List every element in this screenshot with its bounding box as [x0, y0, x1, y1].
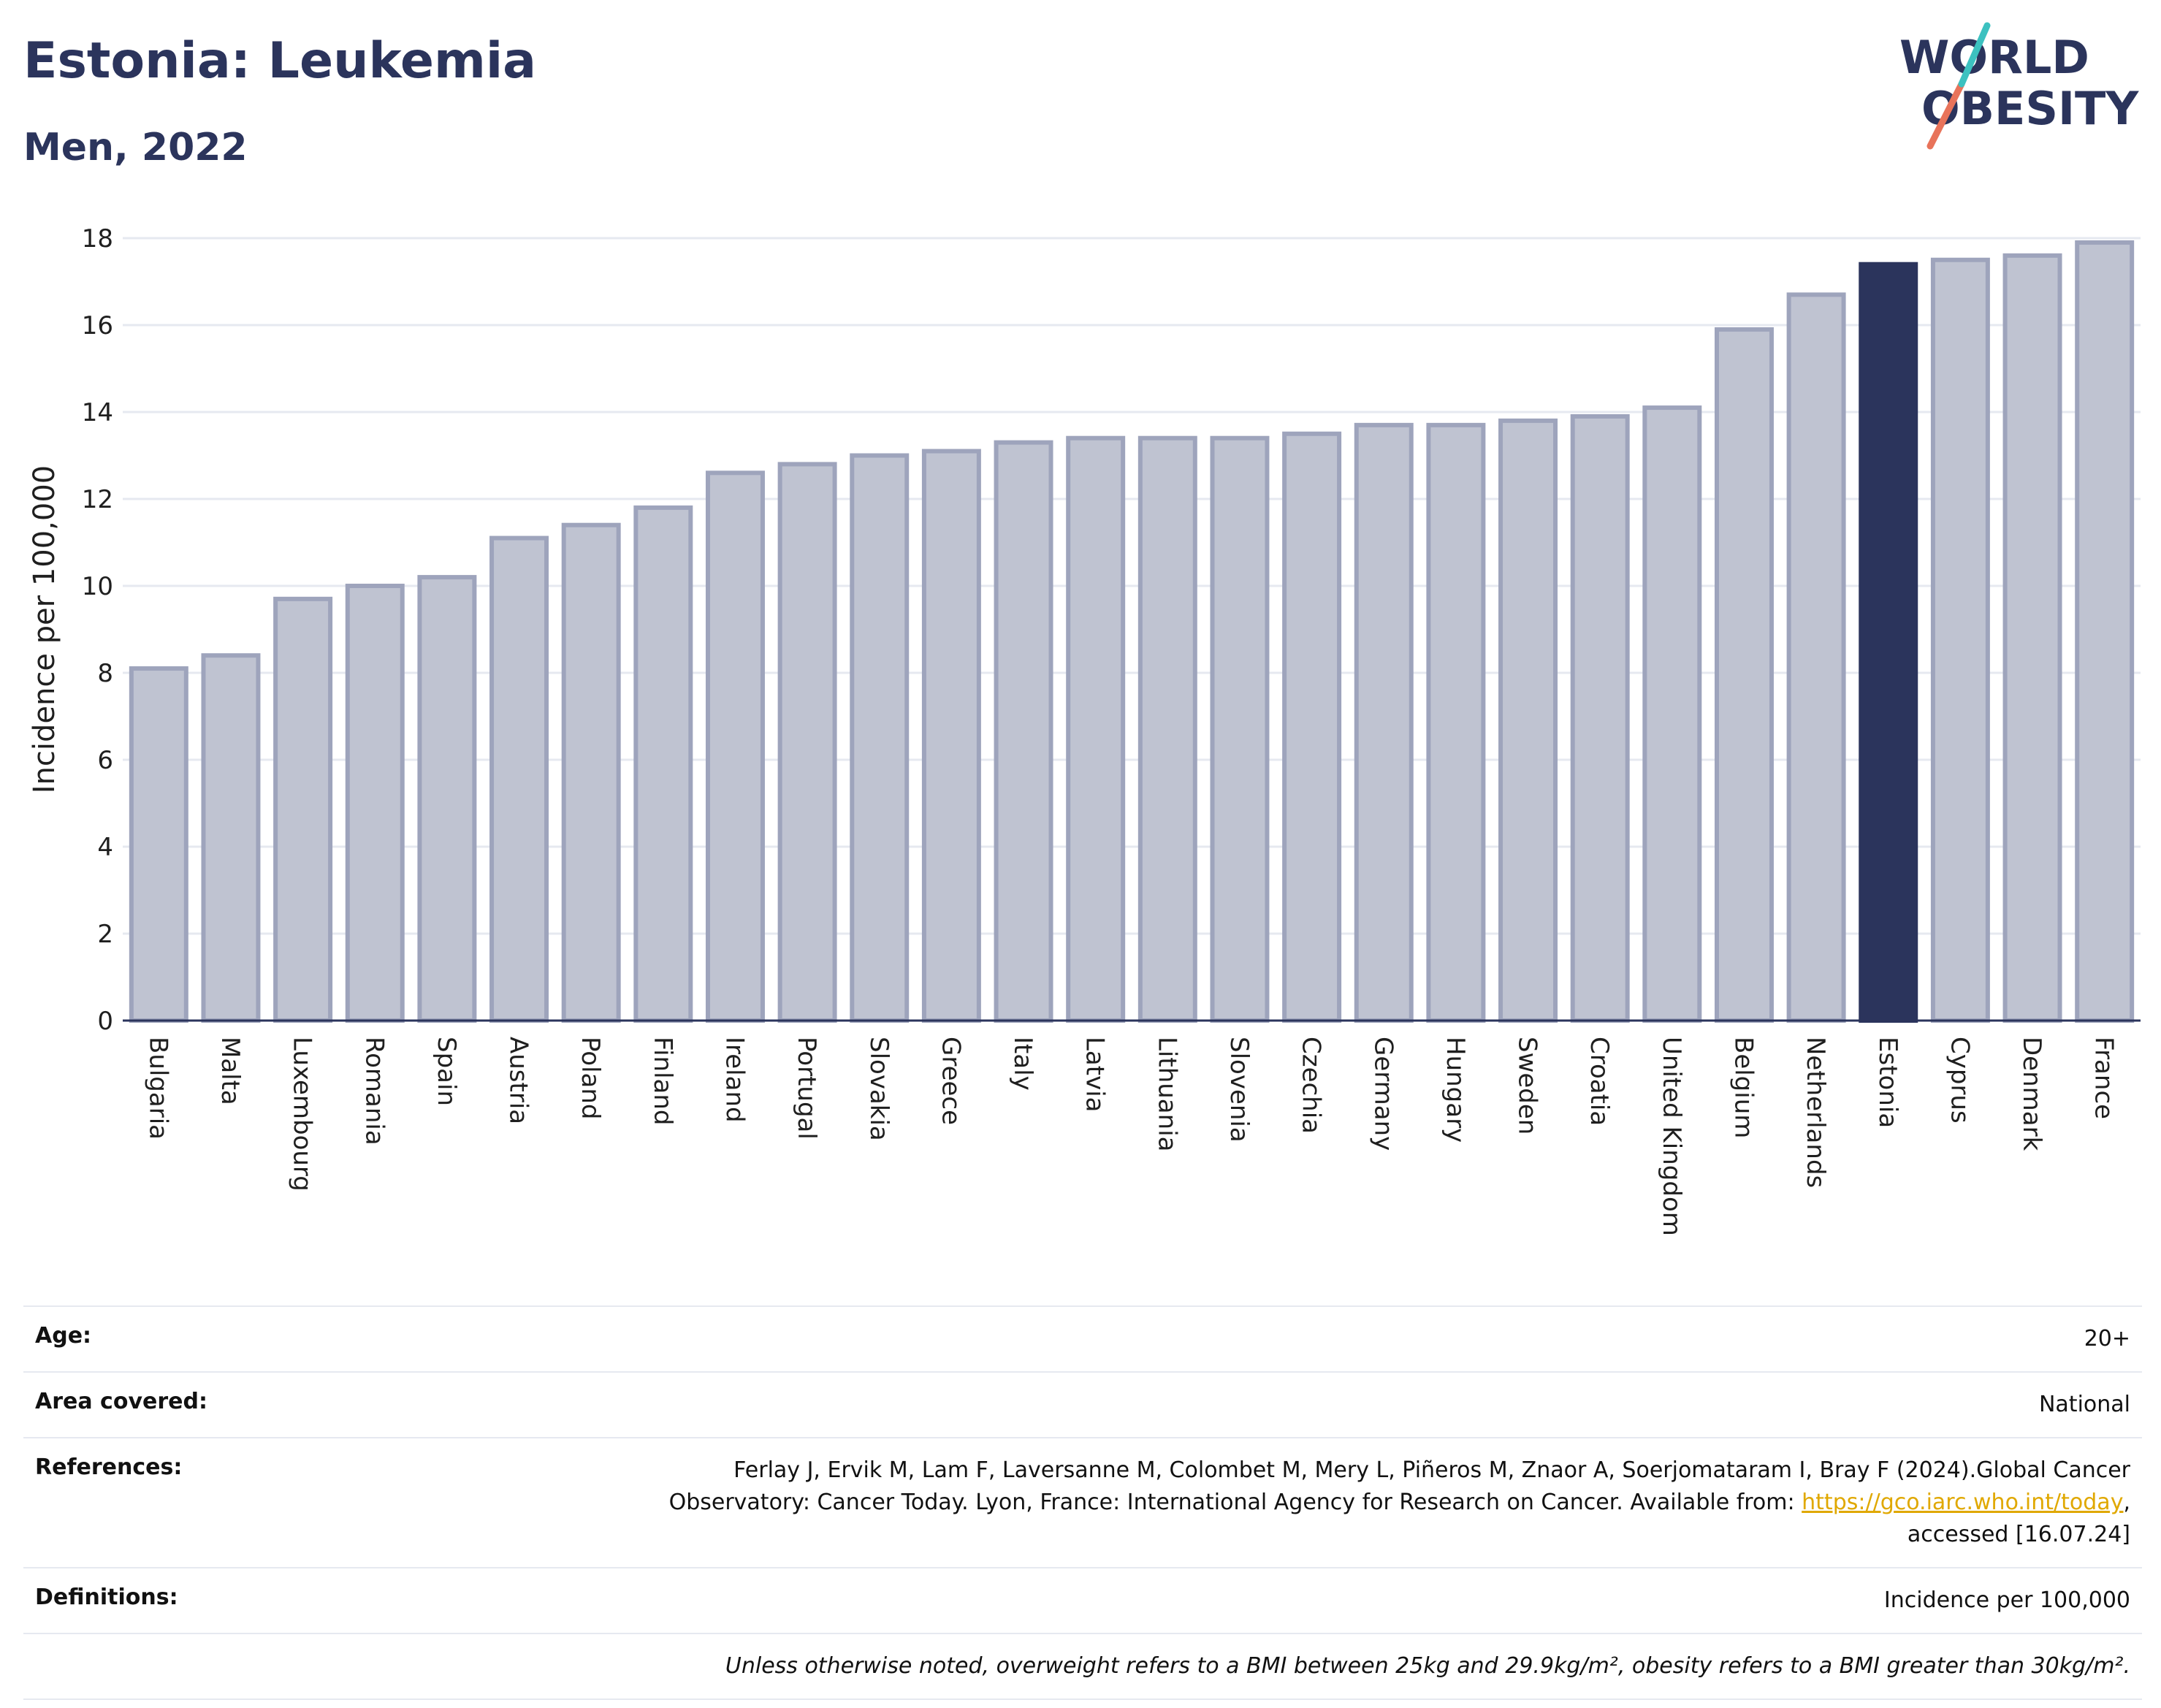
bar-poland — [561, 522, 621, 1023]
y-tick-label: 16 — [82, 311, 113, 340]
x-tick-label: United Kingdom — [1657, 1037, 1686, 1236]
x-tick-label: Hungary — [1441, 1037, 1470, 1143]
x-tick-label: Denmark — [2017, 1037, 2046, 1151]
y-tick-label: 14 — [82, 398, 113, 427]
bar-luxembourg — [273, 596, 333, 1023]
y-tick-label: 0 — [97, 1007, 113, 1036]
bar-hungary — [1426, 422, 1486, 1023]
y-axis-ticks: 0 2 4 6 8 10 12 14 16 18 — [82, 224, 113, 1036]
references-text-1: Ferlay J, Ervik M, Lam F, Laversanne M, … — [733, 1457, 2130, 1483]
x-tick-label: Austria — [504, 1037, 533, 1124]
x-tick-label: Slovenia — [1224, 1037, 1254, 1143]
bar-italy — [994, 440, 1053, 1023]
area-value: National — [2038, 1392, 2130, 1417]
bar-chart: 0 2 4 6 8 10 12 14 16 18 Bulgaria Malta Luxembourg R… — [28, 224, 2141, 1236]
bmi-note: Unless otherwise noted, overweight refer… — [725, 1653, 2130, 1679]
bar-latvia — [1066, 435, 1126, 1023]
bar-austria — [489, 535, 549, 1023]
x-tick-label: Cyprus — [1945, 1037, 1974, 1124]
bar-estonia — [1859, 262, 1918, 1023]
x-tick-label: Bulgaria — [143, 1037, 172, 1140]
bar-united-kingdom — [1642, 405, 1702, 1023]
references-label: References: — [35, 1455, 183, 1480]
bar-malta — [201, 653, 261, 1023]
logo-slash-teal — [1958, 22, 1991, 88]
y-tick-label: 12 — [82, 485, 113, 514]
bar-croatia — [1570, 413, 1630, 1023]
x-tick-label: Italy — [1008, 1037, 1037, 1091]
references-link[interactable]: https://gco.iarc.who.int/today — [1802, 1490, 2124, 1515]
bar-germany — [1354, 422, 1414, 1023]
references-text-2: Observatory: Cancer Today. Lyon, France:… — [668, 1490, 1802, 1515]
y-tick-label: 2 — [97, 920, 113, 949]
references-value: Ferlay J, Ervik M, Lam F, Laversanne M, … — [669, 1455, 2130, 1551]
logo-slash-red — [1926, 80, 1965, 150]
info-table: Age: 20+ Area covered: National Referenc… — [23, 1305, 2142, 1700]
bar-romania — [345, 584, 405, 1023]
x-tick-label: Slovakia — [864, 1037, 893, 1141]
x-tick-label: Portugal — [792, 1037, 821, 1140]
x-tick-label: Luxembourg — [288, 1037, 317, 1192]
x-tick-label: Belgium — [1729, 1037, 1758, 1138]
bar-ireland — [705, 470, 765, 1023]
x-tick-label: Latvia — [1080, 1037, 1110, 1113]
references-text-4: accessed [16.07.24] — [1907, 1522, 2130, 1547]
info-row-references: References: Ferlay J, Ervik M, Lam F, La… — [23, 1437, 2142, 1567]
bar-spain — [417, 575, 477, 1023]
y-tick-label: 6 — [97, 746, 113, 775]
bar-sweden — [1498, 418, 1558, 1023]
y-axis-label: Incidence per 100,000 — [28, 465, 61, 794]
area-label: Area covered: — [35, 1389, 207, 1414]
y-tick-label: 8 — [97, 659, 113, 688]
chart-bars — [129, 240, 2135, 1023]
x-tick-label: Malta — [216, 1037, 245, 1105]
bar-bulgaria — [129, 666, 188, 1023]
y-tick-label: 18 — [82, 224, 113, 253]
bar-finland — [633, 505, 693, 1023]
age-label: Age: — [35, 1323, 92, 1349]
page-title: Estonia: Leukemia — [23, 32, 537, 90]
bar-portugal — [777, 462, 837, 1023]
bar-slovenia — [1210, 435, 1270, 1023]
world-obesity-logo: WORLD OBESITY — [1899, 22, 2139, 150]
info-row-note: Unless otherwise noted, overweight refer… — [23, 1633, 2142, 1700]
x-tick-label: Greece — [936, 1037, 965, 1125]
y-tick-label: 4 — [97, 833, 113, 862]
bar-lithuania — [1137, 435, 1197, 1023]
references-text-3: , — [2123, 1490, 2130, 1515]
page-subtitle: Men, 2022 — [23, 126, 248, 169]
y-tick-label: 10 — [82, 572, 113, 601]
x-tick-label: Lithuania — [1152, 1037, 1181, 1151]
x-tick-label: France — [2089, 1037, 2119, 1119]
bar-slovakia — [850, 453, 910, 1023]
info-row-definitions: Definitions: Incidence per 100,000 — [23, 1567, 2142, 1633]
x-axis-labels: Bulgaria Malta Luxembourg Romania Spain Austr… — [143, 1037, 2118, 1236]
info-row-age: Age: 20+ — [23, 1305, 2142, 1371]
age-value: 20+ — [2084, 1326, 2130, 1351]
x-tick-label: Germany — [1368, 1037, 1398, 1151]
x-tick-label: Spain — [432, 1037, 461, 1106]
x-tick-label: Czechia — [1297, 1037, 1326, 1134]
bar-czechia — [1282, 431, 1342, 1023]
bar-cyprus — [1930, 257, 1990, 1023]
x-tick-label: Romania — [359, 1037, 389, 1145]
x-tick-label: Poland — [576, 1037, 605, 1120]
x-tick-label: Netherlands — [1801, 1037, 1830, 1188]
x-tick-label: Ireland — [720, 1037, 749, 1123]
definitions-value: Incidence per 100,000 — [1883, 1587, 2130, 1613]
definitions-label: Definitions: — [35, 1585, 178, 1610]
bar-netherlands — [1786, 292, 1846, 1023]
bar-greece — [921, 449, 981, 1023]
logo-line1: WORLD — [1899, 31, 2089, 84]
info-row-area: Area covered: National — [23, 1371, 2142, 1437]
bar-belgium — [1714, 327, 1774, 1023]
bar-denmark — [2002, 253, 2062, 1023]
x-tick-label: Sweden — [1513, 1037, 1542, 1135]
x-tick-label: Croatia — [1585, 1037, 1614, 1126]
x-tick-label: Estonia — [1873, 1037, 1902, 1128]
x-tick-label: Finland — [648, 1037, 677, 1126]
bar-france — [2075, 240, 2135, 1023]
